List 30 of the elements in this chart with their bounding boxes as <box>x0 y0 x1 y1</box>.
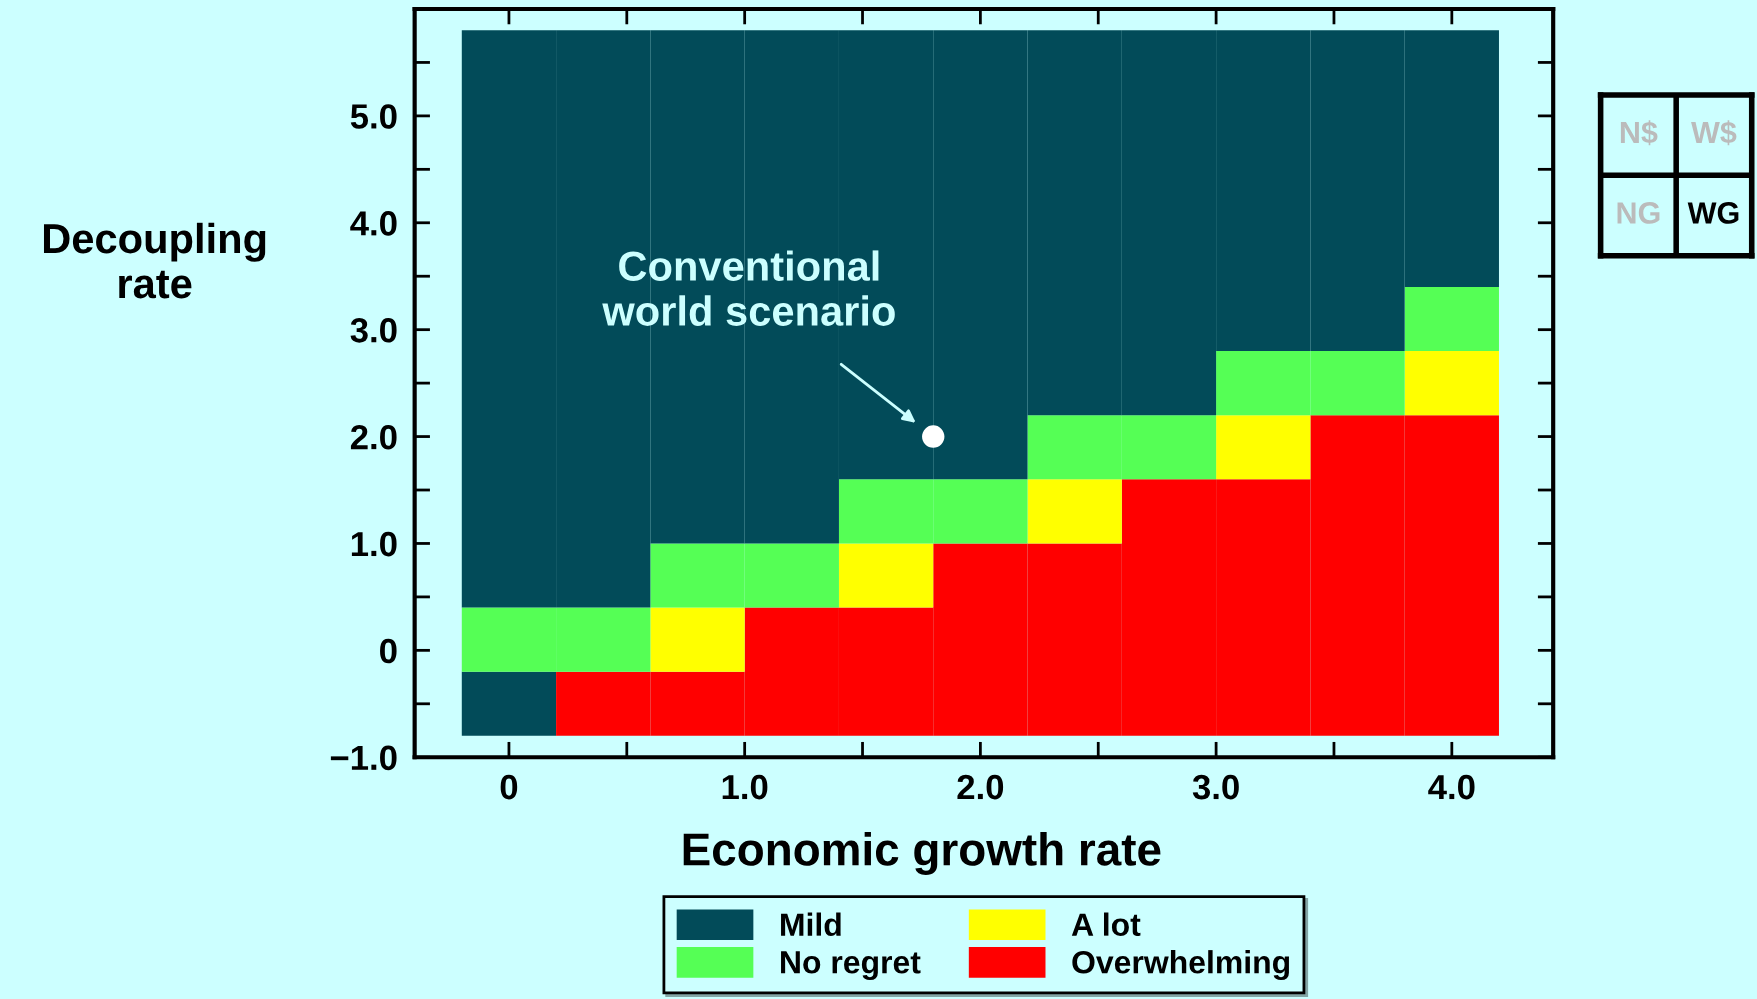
x-axis-title: Economic growth rate <box>683 832 1161 875</box>
legend-label: Overwhelming <box>1072 950 1290 981</box>
bar <box>461 671 557 736</box>
x-tick-label: 4.0 <box>1428 774 1475 800</box>
text: WG <box>1687 202 1739 224</box>
x-tick-label: 1.0 <box>722 774 768 800</box>
y-tick-label: 4.0 <box>350 211 397 236</box>
legend-label: A lot <box>1071 912 1141 936</box>
bar <box>1027 479 1122 544</box>
bar <box>1404 286 1499 352</box>
y-tick-label: 1.0 <box>351 531 397 557</box>
legend-label: Mild <box>781 912 841 936</box>
bar <box>650 607 745 672</box>
bar <box>1216 415 1311 480</box>
y-tick-label: 0 <box>380 638 397 664</box>
y-tick-label: −1.0 <box>330 745 397 771</box>
text: N$ <box>1620 120 1658 146</box>
annotation: Conventional world scenario <box>602 250 895 326</box>
text: W$ <box>1691 120 1737 146</box>
legend-label: No regret <box>781 951 921 981</box>
x-tick-label: 3.0 <box>1192 774 1239 800</box>
y-tick-label: 3.0 <box>350 318 397 343</box>
bar <box>1404 351 1499 416</box>
x-tick-label: 2.0 <box>957 774 1004 800</box>
y-tick-label: 2.0 <box>350 424 397 450</box>
y-axis-title: Decoupling rate <box>43 222 266 299</box>
y-tick-label: 5.0 <box>350 104 397 129</box>
text: NG <box>1617 202 1660 224</box>
x-tick-label: 0 <box>500 774 518 800</box>
bar <box>838 543 934 608</box>
